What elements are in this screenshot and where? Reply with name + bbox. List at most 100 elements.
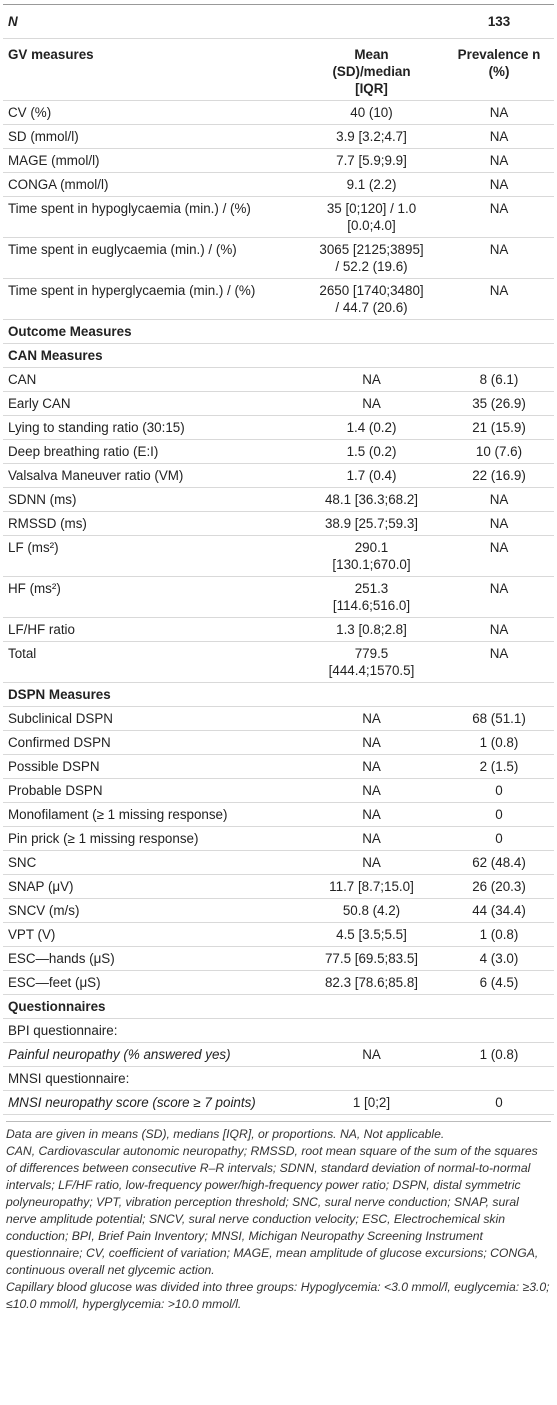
cell: CAN Measures: [3, 343, 554, 368]
cell: MAGE (mmol/l): [3, 148, 299, 173]
cell: SNC: [3, 850, 299, 875]
cell: NA: [444, 278, 554, 320]
n-label-text: N: [8, 14, 18, 29]
cell: 22 (16.9): [444, 463, 554, 488]
cell: NA: [444, 100, 554, 125]
table-row: Deep breathing ratio (E:I) 1.5 (0.2) 10 (7…: [3, 439, 554, 464]
cell: 44 (34.4): [444, 898, 554, 923]
table-row: SNAP (μV) 11.7 [8.7;15.0] 26 (20.3): [3, 874, 554, 899]
table-row: Possible DSPN NA 2 (1.5): [3, 754, 554, 779]
table-row: DSPN Measures: [3, 682, 554, 707]
cell: 1.4 (0.2): [299, 415, 444, 440]
cell: 82.3 [78.6;85.8]: [299, 970, 444, 995]
cell: 3065 [2125;3895] / 52.2 (19.6): [299, 237, 444, 279]
cell: NA: [299, 391, 444, 416]
cell: CAN: [3, 367, 299, 392]
cell: Painful neuropathy (% answered yes): [3, 1042, 299, 1067]
cell: Outcome Measures: [3, 319, 554, 344]
cell: 4.5 [3.5;5.5]: [299, 922, 444, 947]
cell: 0: [444, 826, 554, 851]
cell: 1 (0.8): [444, 1042, 554, 1067]
cell: NA: [299, 367, 444, 392]
cell: 2 (1.5): [444, 754, 554, 779]
cell: 10 (7.6): [444, 439, 554, 464]
cell: 1 (0.8): [444, 730, 554, 755]
table-row: Painful neuropathy (% answered yes) NA 1 (…: [3, 1042, 554, 1067]
cell-line: [444.4;1570.5]: [328, 663, 415, 678]
cell: Deep breathing ratio (E:I): [3, 439, 299, 464]
cell: NA: [444, 617, 554, 642]
table-row: Early CAN NA 35 (26.9): [3, 391, 554, 416]
table-row: Subclinical DSPN NA 68 (51.1): [3, 706, 554, 731]
cell: NA: [299, 802, 444, 827]
cell: 62 (48.4): [444, 850, 554, 875]
table-row: Probable DSPN NA 0: [3, 778, 554, 803]
cell: Time spent in euglycaemia (min.) / (%): [3, 237, 299, 279]
table-row: ESC—feet (μS) 82.3 [78.6;85.8] 6 (4.5): [3, 970, 554, 995]
cell: 40 (10): [299, 100, 444, 125]
cell: MNSI questionnaire:: [3, 1066, 554, 1091]
cell: VPT (V): [3, 922, 299, 947]
cell: 48.1 [36.3;68.2]: [299, 487, 444, 512]
cell: Possible DSPN: [3, 754, 299, 779]
cell: NA: [444, 237, 554, 279]
cell: CV (%): [3, 100, 299, 125]
n-label: N: [3, 4, 299, 39]
cell: 1.3 [0.8;2.8]: [299, 617, 444, 642]
cell-line: 251.3: [354, 581, 389, 596]
table-row: CONGA (mmol/l) 9.1 (2.2) NA: [3, 172, 554, 197]
cell: Monofilament (≥ 1 missing response): [3, 802, 299, 827]
cell: NA: [299, 1042, 444, 1067]
cell: 77.5 [69.5;83.5]: [299, 946, 444, 971]
table-row: HF (ms²) 251.3 [114.6;516.0] NA: [3, 576, 554, 618]
cell: NA: [444, 487, 554, 512]
table-row: Outcome Measures: [3, 319, 554, 344]
cell: Total: [3, 641, 299, 683]
cell: SNAP (μV): [3, 874, 299, 899]
cell: NA: [299, 730, 444, 755]
cell: SDNN (ms): [3, 487, 299, 512]
column-header: GV measures: [3, 38, 299, 101]
footnote: CAN, Cardiovascular autonomic neuropathy…: [6, 1144, 539, 1277]
cell: NA: [444, 576, 554, 618]
table-row: Time spent in euglycaemia (min.) / (%) 30…: [3, 237, 554, 279]
cell: NA: [444, 641, 554, 683]
cell: 779.5 [444.4;1570.5]: [299, 641, 444, 683]
cell: 4 (3.0): [444, 946, 554, 971]
cell: 0: [444, 1090, 554, 1115]
cell: NA: [299, 706, 444, 731]
cell-line: / 52.2 (19.6): [335, 259, 408, 274]
table-row: Monofilament (≥ 1 missing response) NA 0: [3, 802, 554, 827]
table-row: Pin prick (≥ 1 missing response) NA 0: [3, 826, 554, 851]
cell: NA: [299, 754, 444, 779]
cell: LF/HF ratio: [3, 617, 299, 642]
empty-cell: [299, 4, 444, 39]
table-row: Confirmed DSPN NA 1 (0.8): [3, 730, 554, 755]
cell: Subclinical DSPN: [3, 706, 299, 731]
cell: Valsalva Maneuver ratio (VM): [3, 463, 299, 488]
table-row: Total 779.5 [444.4;1570.5] NA: [3, 641, 554, 683]
cell: Questionnaires: [3, 994, 554, 1019]
cell-line: Mean: [354, 47, 389, 62]
header-row: GV measures Mean (SD)/median [IQR] Prevalenc…: [3, 38, 554, 101]
cell: 38.9 [25.7;59.3]: [299, 511, 444, 536]
cell: NA: [444, 511, 554, 536]
cell: 1 (0.8): [444, 922, 554, 947]
cell: Lying to standing ratio (30:15): [3, 415, 299, 440]
cell: HF (ms²): [3, 576, 299, 618]
cell-line: 290.1: [354, 540, 389, 555]
cell: NA: [444, 124, 554, 149]
cell: 21 (15.9): [444, 415, 554, 440]
table-row: Time spent in hypoglycaemia (min.) / (%)…: [3, 196, 554, 238]
cell: 35 [0;120] / 1.0 [0.0;4.0]: [299, 196, 444, 238]
data-table: N 133 GV measures Mean (SD)/median [IQR] Pre…: [3, 4, 554, 1115]
cell: NA: [299, 826, 444, 851]
cell: 8 (6.1): [444, 367, 554, 392]
table-row: CAN Measures: [3, 343, 554, 368]
cell: 11.7 [8.7;15.0]: [299, 874, 444, 899]
cell: Confirmed DSPN: [3, 730, 299, 755]
cell: 1.7 (0.4): [299, 463, 444, 488]
cell: MNSI neuropathy score (score ≥ 7 points): [3, 1090, 299, 1115]
column-header: Prevalence n (%): [444, 38, 554, 101]
cell-line: / 44.7 (20.6): [335, 300, 408, 315]
